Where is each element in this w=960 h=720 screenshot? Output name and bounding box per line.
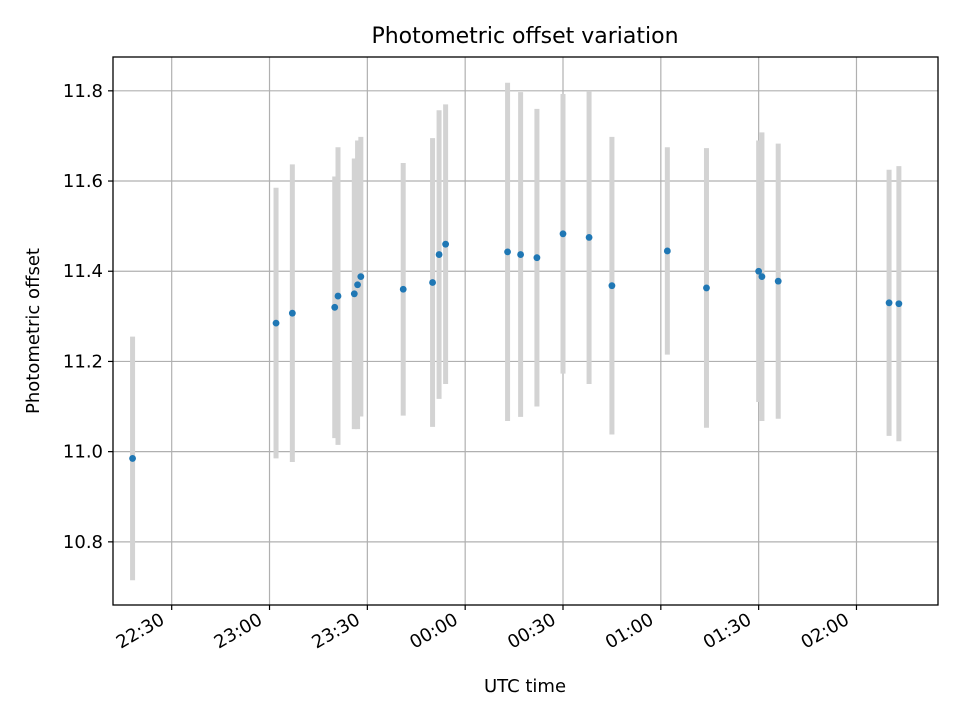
data-point bbox=[608, 282, 616, 290]
data-points bbox=[129, 230, 903, 462]
data-point bbox=[758, 273, 766, 281]
data-point bbox=[895, 300, 903, 308]
data-point bbox=[442, 240, 450, 248]
y-tick-label: 11.8 bbox=[63, 81, 103, 102]
data-point bbox=[357, 273, 365, 281]
data-point bbox=[504, 248, 511, 256]
y-axis-ticks: 10.8 11.0 11.2 11.4 11.6 11.8 bbox=[63, 81, 113, 553]
chart-title: Photometric offset variation bbox=[371, 24, 678, 49]
axes-frame bbox=[112, 56, 939, 606]
data-point bbox=[429, 279, 436, 286]
data-point bbox=[399, 285, 407, 293]
data-point bbox=[331, 303, 339, 311]
data-point bbox=[774, 277, 782, 285]
data-point bbox=[272, 319, 280, 327]
data-point bbox=[288, 309, 296, 317]
data-point bbox=[585, 234, 593, 241]
data-point bbox=[533, 254, 541, 262]
data-point bbox=[559, 230, 567, 238]
data-point bbox=[435, 251, 443, 258]
y-axis-label: Photometric offset bbox=[23, 248, 44, 414]
x-axis-label: UTC time bbox=[484, 676, 566, 697]
data-point bbox=[129, 455, 136, 462]
data-point bbox=[885, 299, 893, 307]
data-point bbox=[350, 290, 358, 298]
data-point bbox=[703, 284, 710, 292]
data-point bbox=[334, 292, 342, 300]
y-tick-label: 11.2 bbox=[63, 351, 103, 372]
y-tick-label: 10.8 bbox=[63, 532, 103, 553]
data-point bbox=[517, 251, 525, 258]
y-tick-label: 11.0 bbox=[63, 442, 103, 463]
data-point bbox=[755, 267, 763, 275]
data-point bbox=[354, 281, 361, 289]
data-point bbox=[663, 247, 671, 255]
y-tick-label: 11.4 bbox=[63, 261, 103, 282]
y-tick-label: 11.6 bbox=[63, 171, 103, 192]
